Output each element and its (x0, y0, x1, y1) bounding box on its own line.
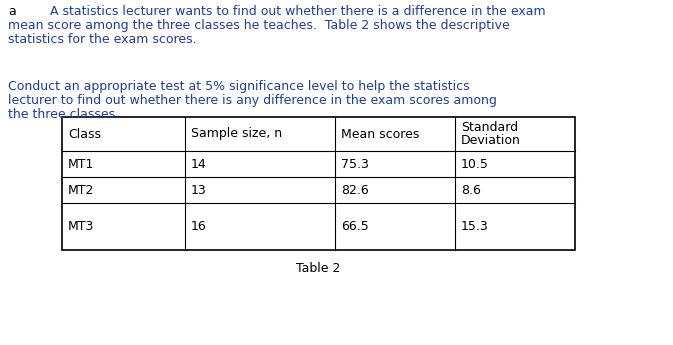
Text: Class: Class (68, 128, 101, 140)
Text: MT3: MT3 (68, 220, 94, 233)
Text: 8.6: 8.6 (461, 184, 481, 197)
Text: Mean scores: Mean scores (341, 128, 419, 140)
Text: 16: 16 (191, 220, 207, 233)
Text: statistics for the exam scores.: statistics for the exam scores. (8, 33, 197, 46)
Text: Deviation: Deviation (461, 134, 521, 147)
Text: 66.5: 66.5 (341, 220, 369, 233)
Text: 15.3: 15.3 (461, 220, 489, 233)
Text: Standard: Standard (461, 121, 518, 134)
Text: lecturer to find out whether there is any difference in the exam scores among: lecturer to find out whether there is an… (8, 94, 497, 107)
Text: 82.6: 82.6 (341, 184, 369, 197)
Text: MT1: MT1 (68, 158, 94, 170)
Text: 75.3: 75.3 (341, 158, 369, 170)
Text: Conduct an appropriate test at 5% significance level to help the statistics: Conduct an appropriate test at 5% signif… (8, 80, 470, 93)
Text: 10.5: 10.5 (461, 158, 489, 170)
Text: Table 2: Table 2 (296, 262, 341, 275)
Text: 14: 14 (191, 158, 207, 170)
Text: MT2: MT2 (68, 184, 94, 197)
Bar (62, 117, 575, 250)
Text: Sample size, n: Sample size, n (191, 128, 282, 140)
Text: mean score among the three classes he teaches.  Table 2 shows the descriptive: mean score among the three classes he te… (8, 19, 509, 32)
Text: the three classes.: the three classes. (8, 108, 119, 121)
Text: a: a (8, 5, 15, 18)
Text: 13: 13 (191, 184, 207, 197)
Text: A statistics lecturer wants to find out whether there is a difference in the exa: A statistics lecturer wants to find out … (50, 5, 546, 18)
